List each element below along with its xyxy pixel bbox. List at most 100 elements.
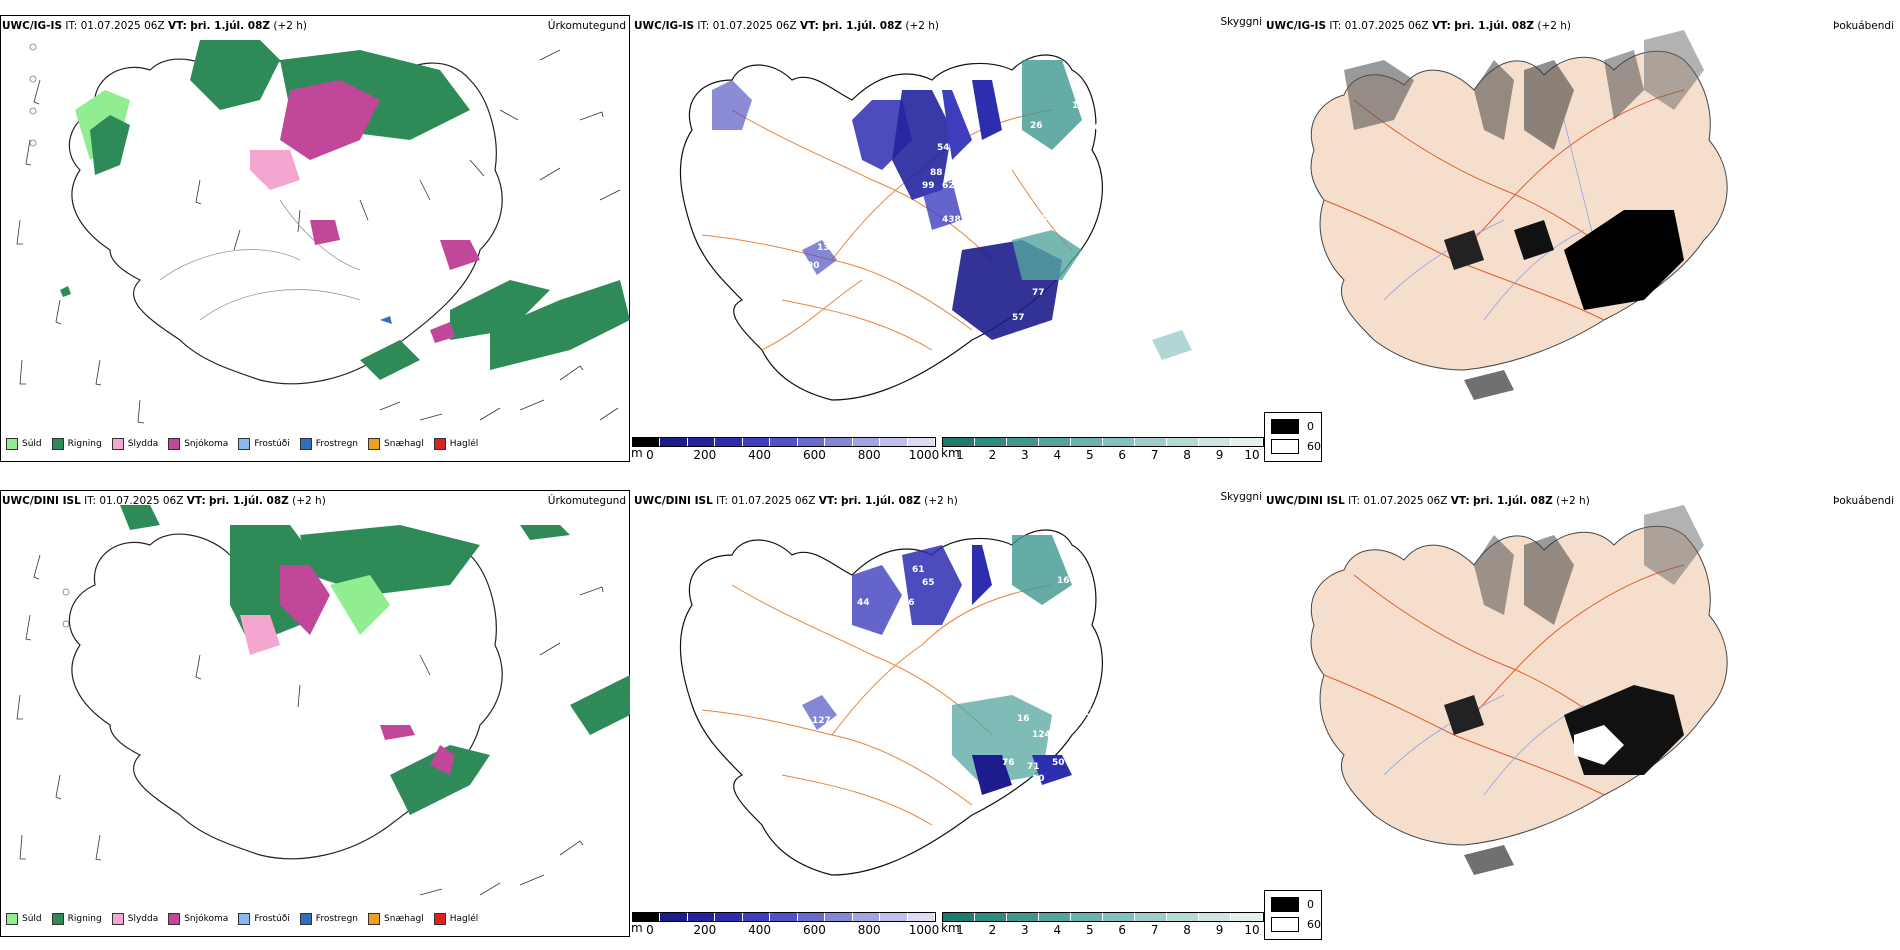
colorbar-cell	[633, 913, 661, 921]
variable-name: Úrkomutegund	[547, 20, 626, 32]
legend-item-snaehagl: Snæhagl	[368, 438, 424, 450]
visibility-map[interactable]: 90 135 105 438 99 62 88 54 77 57 44 18 1…	[632, 0, 1264, 475]
vt-label: VT:	[167, 20, 187, 32]
legend-item-haglel: Haglél	[433, 438, 478, 450]
colorbar-tick-label: 0	[646, 448, 654, 462]
legend-swatch	[6, 913, 18, 925]
colorbar-cell	[1007, 913, 1039, 921]
it-label: IT:	[65, 20, 78, 32]
colorbar-tick-label: 7	[1150, 923, 1159, 937]
colorbar-cell	[852, 913, 881, 921]
colorbar-cell	[1231, 913, 1263, 921]
height-label: 61	[912, 565, 925, 575]
height-label: 100	[1082, 123, 1101, 133]
colorbar-cell	[1199, 913, 1231, 921]
valid-time: þri. 1.júl. 08Z	[209, 495, 289, 507]
height-label: 62	[942, 181, 955, 191]
iceland-outline	[68, 58, 503, 385]
colorbar-tick-label: 9	[1215, 923, 1224, 937]
variable-name: Skyggni	[1220, 16, 1263, 28]
legend-item-sudl: Súld	[6, 913, 42, 925]
legend-swatch	[368, 913, 381, 925]
visibility-colorbar-labels: 1 2 3 4 5 6 7 8 9 10	[942, 922, 1264, 937]
lead-time: (+2 h)	[905, 20, 940, 32]
colorbar-cell	[880, 438, 908, 446]
precip-legend: Súld Rigning Slydda Snjókoma Frostúði Fr…	[6, 913, 478, 925]
height-label: 204	[882, 690, 901, 700]
visibility-map[interactable]: 127 204 44 56 65 61 160 159 124 76 71 50…	[632, 475, 1264, 950]
height-label: 105	[942, 241, 961, 251]
initial-time: 01.07.2025 06Z	[1344, 20, 1429, 32]
height-label: 56	[902, 598, 915, 608]
low-cloud-areas	[712, 60, 1192, 360]
colorbar-tick-label: 2	[988, 448, 997, 462]
height-label: 18	[930, 391, 943, 401]
precip-areas	[60, 40, 630, 380]
legend-swatch	[238, 913, 251, 925]
model-name: UWC/DINI ISL	[1266, 495, 1345, 507]
colorbar-cell	[825, 913, 853, 921]
colorbar-cell	[687, 438, 716, 446]
colorbar-tick-label: 9	[1215, 448, 1224, 462]
visibility-colorbar: 1 2 3 4 5 6 7 8 9 10 km	[941, 437, 1264, 462]
lead-time: (+2 h)	[1556, 495, 1590, 507]
colorbar-tick-label: 6	[1118, 923, 1127, 937]
visibility-colorbar-labels: 1 2 3 4 5 6 7 8 9 10	[942, 447, 1264, 462]
height-unit: m	[631, 921, 643, 935]
colorbar-cell	[907, 913, 935, 921]
legend-swatch	[6, 438, 18, 450]
colorbar-cell	[943, 438, 975, 446]
fog-areas	[1444, 505, 1704, 875]
height-label: 76	[1002, 758, 1015, 768]
initial-time: 01.07.2025 06Z	[731, 495, 816, 507]
height-colorbar-cells	[632, 912, 936, 922]
height-label: 438	[942, 215, 961, 225]
colorbar-cell	[797, 438, 826, 446]
height-label: 22	[727, 58, 740, 68]
colorbar-cell	[1231, 438, 1263, 446]
fog-key-swatch	[1271, 419, 1299, 434]
height-colorbar-labels: 0 200 400 600 800 1000	[632, 922, 939, 937]
fog-areas	[1344, 30, 1704, 400]
colorbar-cell	[1071, 438, 1103, 446]
colorbar-tick-label: 2	[988, 923, 997, 937]
fog-key-item: 0	[1271, 897, 1314, 912]
model-name: UWC/DINI ISL	[634, 495, 713, 507]
colorbar-cell	[770, 913, 798, 921]
colorbar-cell	[1167, 913, 1199, 921]
colorbar-cell	[742, 913, 771, 921]
height-label: 121	[1077, 708, 1096, 718]
precip-map[interactable]	[0, 475, 632, 950]
lead-time: (+2 h)	[273, 20, 308, 32]
visibility-colorbar-cells	[942, 912, 1264, 922]
panel-header: UWC/DINI ISL IT: 01.07.2025 06Z VT: þri.…	[1266, 495, 1590, 507]
fog-map[interactable]	[1264, 0, 1900, 475]
forecast-row-ig-is: UWC/IG-IS IT: 01.07.2025 06Z VT: þri. 1.…	[0, 0, 1900, 475]
height-label: 63	[932, 856, 945, 866]
valid-time: þri. 1.júl. 08Z	[822, 20, 903, 32]
colorbar-cell	[1199, 438, 1231, 446]
colorbar-tick-label: 4	[1053, 448, 1062, 462]
fog-map[interactable]	[1264, 475, 1900, 950]
legend-swatch	[238, 438, 251, 450]
height-label: 90	[807, 261, 820, 271]
height-label: 135	[817, 243, 836, 253]
legend-swatch	[168, 438, 181, 450]
colorbar-tick-label: 400	[748, 923, 772, 937]
precip-map-frame	[0, 15, 630, 462]
colorbar-cell	[1167, 438, 1199, 446]
colorbar-tick-label: 4	[1053, 923, 1062, 937]
legend-item-rigning: Rigning	[51, 913, 102, 925]
height-label: 71	[1027, 762, 1040, 772]
lead-time: (+2 h)	[292, 495, 326, 507]
height-label: 124	[1032, 730, 1051, 740]
legend-item-slydda: Slydda	[111, 913, 158, 925]
height-colorbar-labels: 0 200 400 600 800 1000	[632, 447, 939, 462]
colorbar-cell	[907, 438, 935, 446]
height-label: 57	[1012, 313, 1025, 323]
fog-index-panel: UWC/DINI ISL IT: 01.07.2025 06Z VT: þri.…	[1264, 475, 1900, 950]
height-label: 57	[1042, 213, 1055, 223]
precip-map[interactable]	[0, 0, 632, 475]
colorbar-tick-label: 1000	[908, 923, 940, 937]
colorbar-cell	[1135, 438, 1167, 446]
